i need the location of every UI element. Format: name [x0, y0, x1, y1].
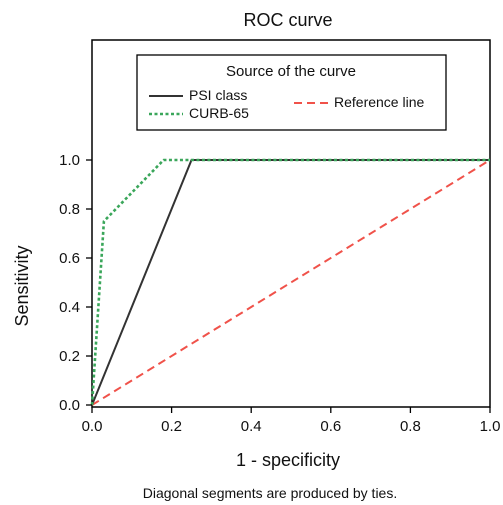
x-tick-label: 0.0	[82, 418, 103, 435]
x-tick-label: 1.0	[480, 418, 501, 435]
y-tick-label: 1.0	[59, 152, 80, 169]
x-axis-label: 1 - specificity	[236, 450, 340, 470]
legend-label-reference-line: Reference line	[334, 94, 424, 110]
x-tick-label: 0.4	[241, 418, 262, 435]
y-tick-label: 0.0	[59, 397, 80, 414]
y-tick-label: 0.4	[59, 299, 80, 316]
legend: Source of the curve PSI class CURB-65 Re…	[136, 54, 447, 131]
plot-frame	[91, 39, 491, 408]
series-layer	[90, 158, 491, 406]
y-tick-label: 0.2	[59, 348, 80, 365]
y-tick-label: 0.8	[59, 201, 80, 218]
series-line-reference-line	[91, 159, 491, 406]
y-axis-label: Sensitivity	[12, 245, 32, 326]
series-line-curb-65	[90, 158, 490, 406]
chart-title: ROC curve	[243, 10, 332, 30]
axis-layer: 0.0 0.2 0.4 0.6 0.8 1.0 0.0 0.2 0.4 0.6 0.8 1.0	[59, 152, 500, 435]
x-tick-label: 0.8	[400, 418, 421, 435]
y-tick-label: 0.6	[59, 250, 80, 267]
legend-label-curb-65: CURB-65	[189, 105, 249, 121]
x-tick-label: 0.2	[161, 418, 182, 435]
legend-label-psi-class: PSI class	[189, 87, 247, 103]
legend-box	[136, 54, 447, 131]
chart-footnote: Diagonal segments are produced by ties.	[143, 485, 397, 501]
x-tick-label: 0.6	[320, 418, 341, 435]
legend-title: Source of the curve	[226, 63, 356, 80]
